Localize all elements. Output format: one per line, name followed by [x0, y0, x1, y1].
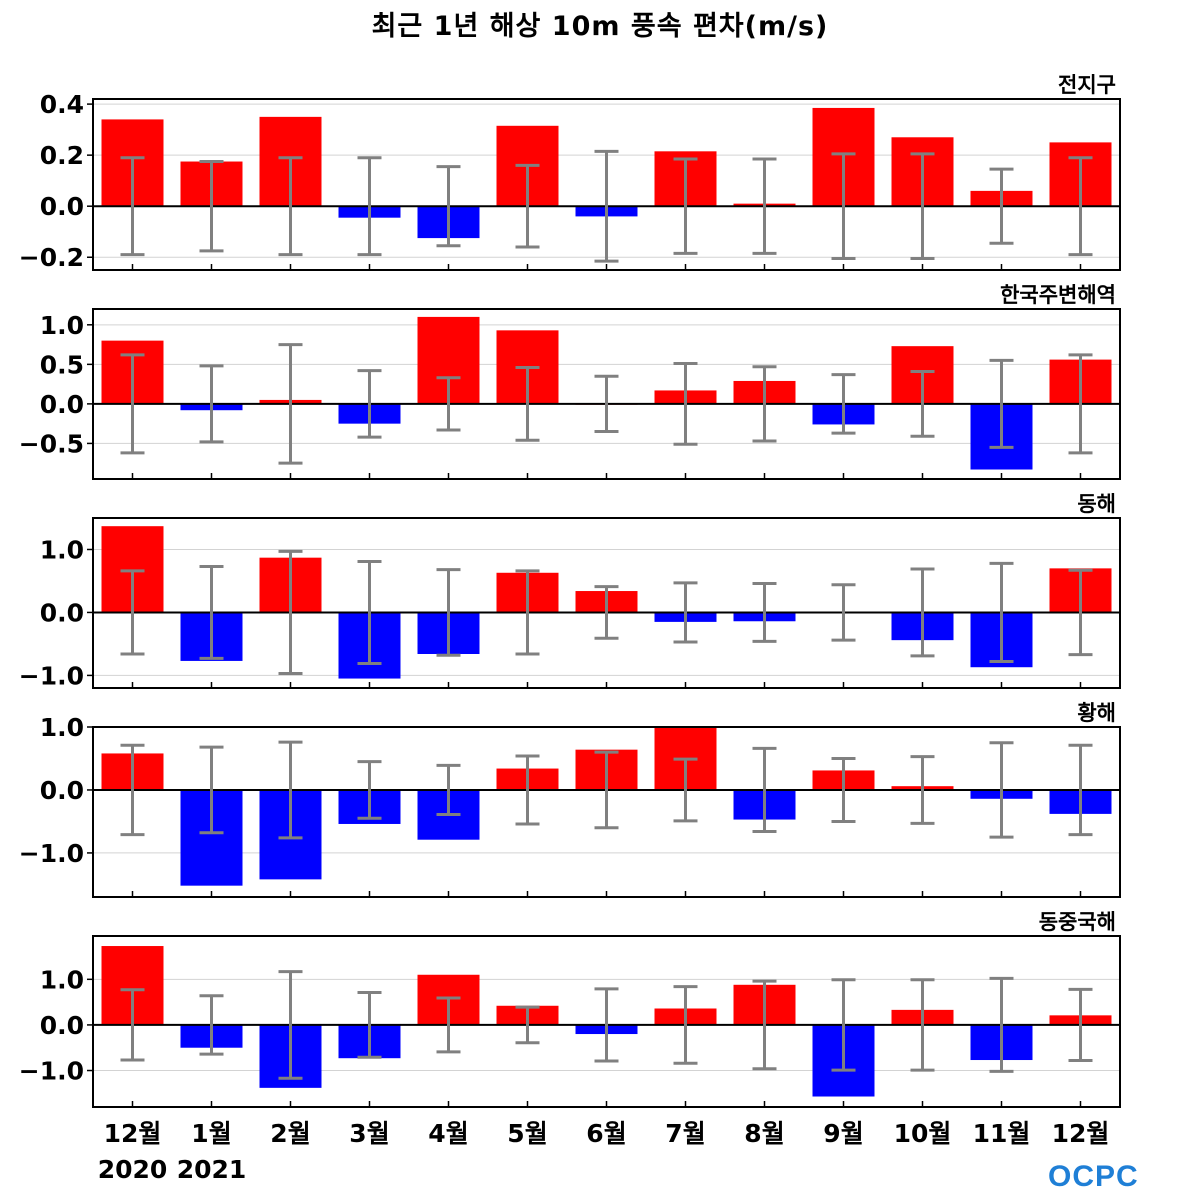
panel-title: 한국주변해역	[1000, 283, 1116, 307]
y-tick-label: −1.0	[19, 1057, 84, 1086]
y-tick-label: 0.0	[40, 1011, 84, 1040]
x-tick-label: 12월	[1052, 1119, 1110, 1148]
y-tick-label: −1.0	[19, 661, 84, 690]
y-tick-label: −0.2	[19, 243, 84, 272]
y-tick-label: 0.2	[40, 141, 84, 170]
x-tick-label: 2월	[270, 1119, 310, 1148]
x-tick-label: 12월	[104, 1119, 162, 1148]
panel-title: 동해	[1077, 492, 1116, 516]
panel-title: 동중국해	[1039, 910, 1116, 934]
y-tick-label: 0.4	[40, 90, 84, 119]
y-tick-label: −1.0	[19, 839, 84, 868]
y-tick-label: 1.0	[40, 713, 84, 742]
x-tick-label: 9월	[823, 1119, 863, 1148]
y-tick-label: 0.0	[40, 390, 84, 419]
y-tick-label: 1.0	[40, 965, 84, 994]
panel-1: −0.2 0.0 0.2 0.4 전지구	[19, 73, 1121, 272]
x-tick-label: 4월	[428, 1119, 468, 1148]
x-tick-label: 1월	[191, 1119, 231, 1148]
x-tick-label: 3월	[349, 1119, 389, 1148]
x-tick-label: 6월	[586, 1119, 626, 1148]
x-tick-label: 10월	[894, 1119, 952, 1148]
y-tick-label: 0.5	[40, 350, 84, 379]
panel-5: −1.0 0.0 1.0 동중국해	[19, 910, 1121, 1108]
y-tick-label: 0.0	[40, 776, 84, 805]
panel-2: −0.5 0.0 0.5 1.0 한국주변해역	[19, 283, 1121, 480]
x-tick-label: 7월	[665, 1119, 705, 1148]
panel-title: 황해	[1077, 701, 1116, 725]
panel-title: 전지구	[1058, 73, 1116, 97]
panel-3: −1.0 0.0 1.0 동해	[19, 492, 1121, 690]
chart-title: 최근 1년 해상 10m 풍속 편차(m/s)	[371, 11, 829, 42]
y-tick-label: 0.0	[40, 598, 84, 627]
y-tick-label: 1.0	[40, 311, 84, 340]
y-tick-label: −0.5	[19, 429, 84, 458]
y-tick-label: 1.0	[40, 535, 84, 564]
x-tick-label: 8월	[744, 1119, 784, 1148]
ocpc-logo: OCPC	[1048, 1160, 1139, 1193]
year-label: 2020	[98, 1155, 168, 1184]
x-tick-label: 11월	[973, 1119, 1031, 1148]
year-label: 2021	[177, 1155, 247, 1184]
x-tick-label: 5월	[507, 1119, 547, 1148]
panel-4: −1.0 0.0 1.0 황해	[19, 701, 1121, 898]
y-tick-label: 0.0	[40, 192, 84, 221]
